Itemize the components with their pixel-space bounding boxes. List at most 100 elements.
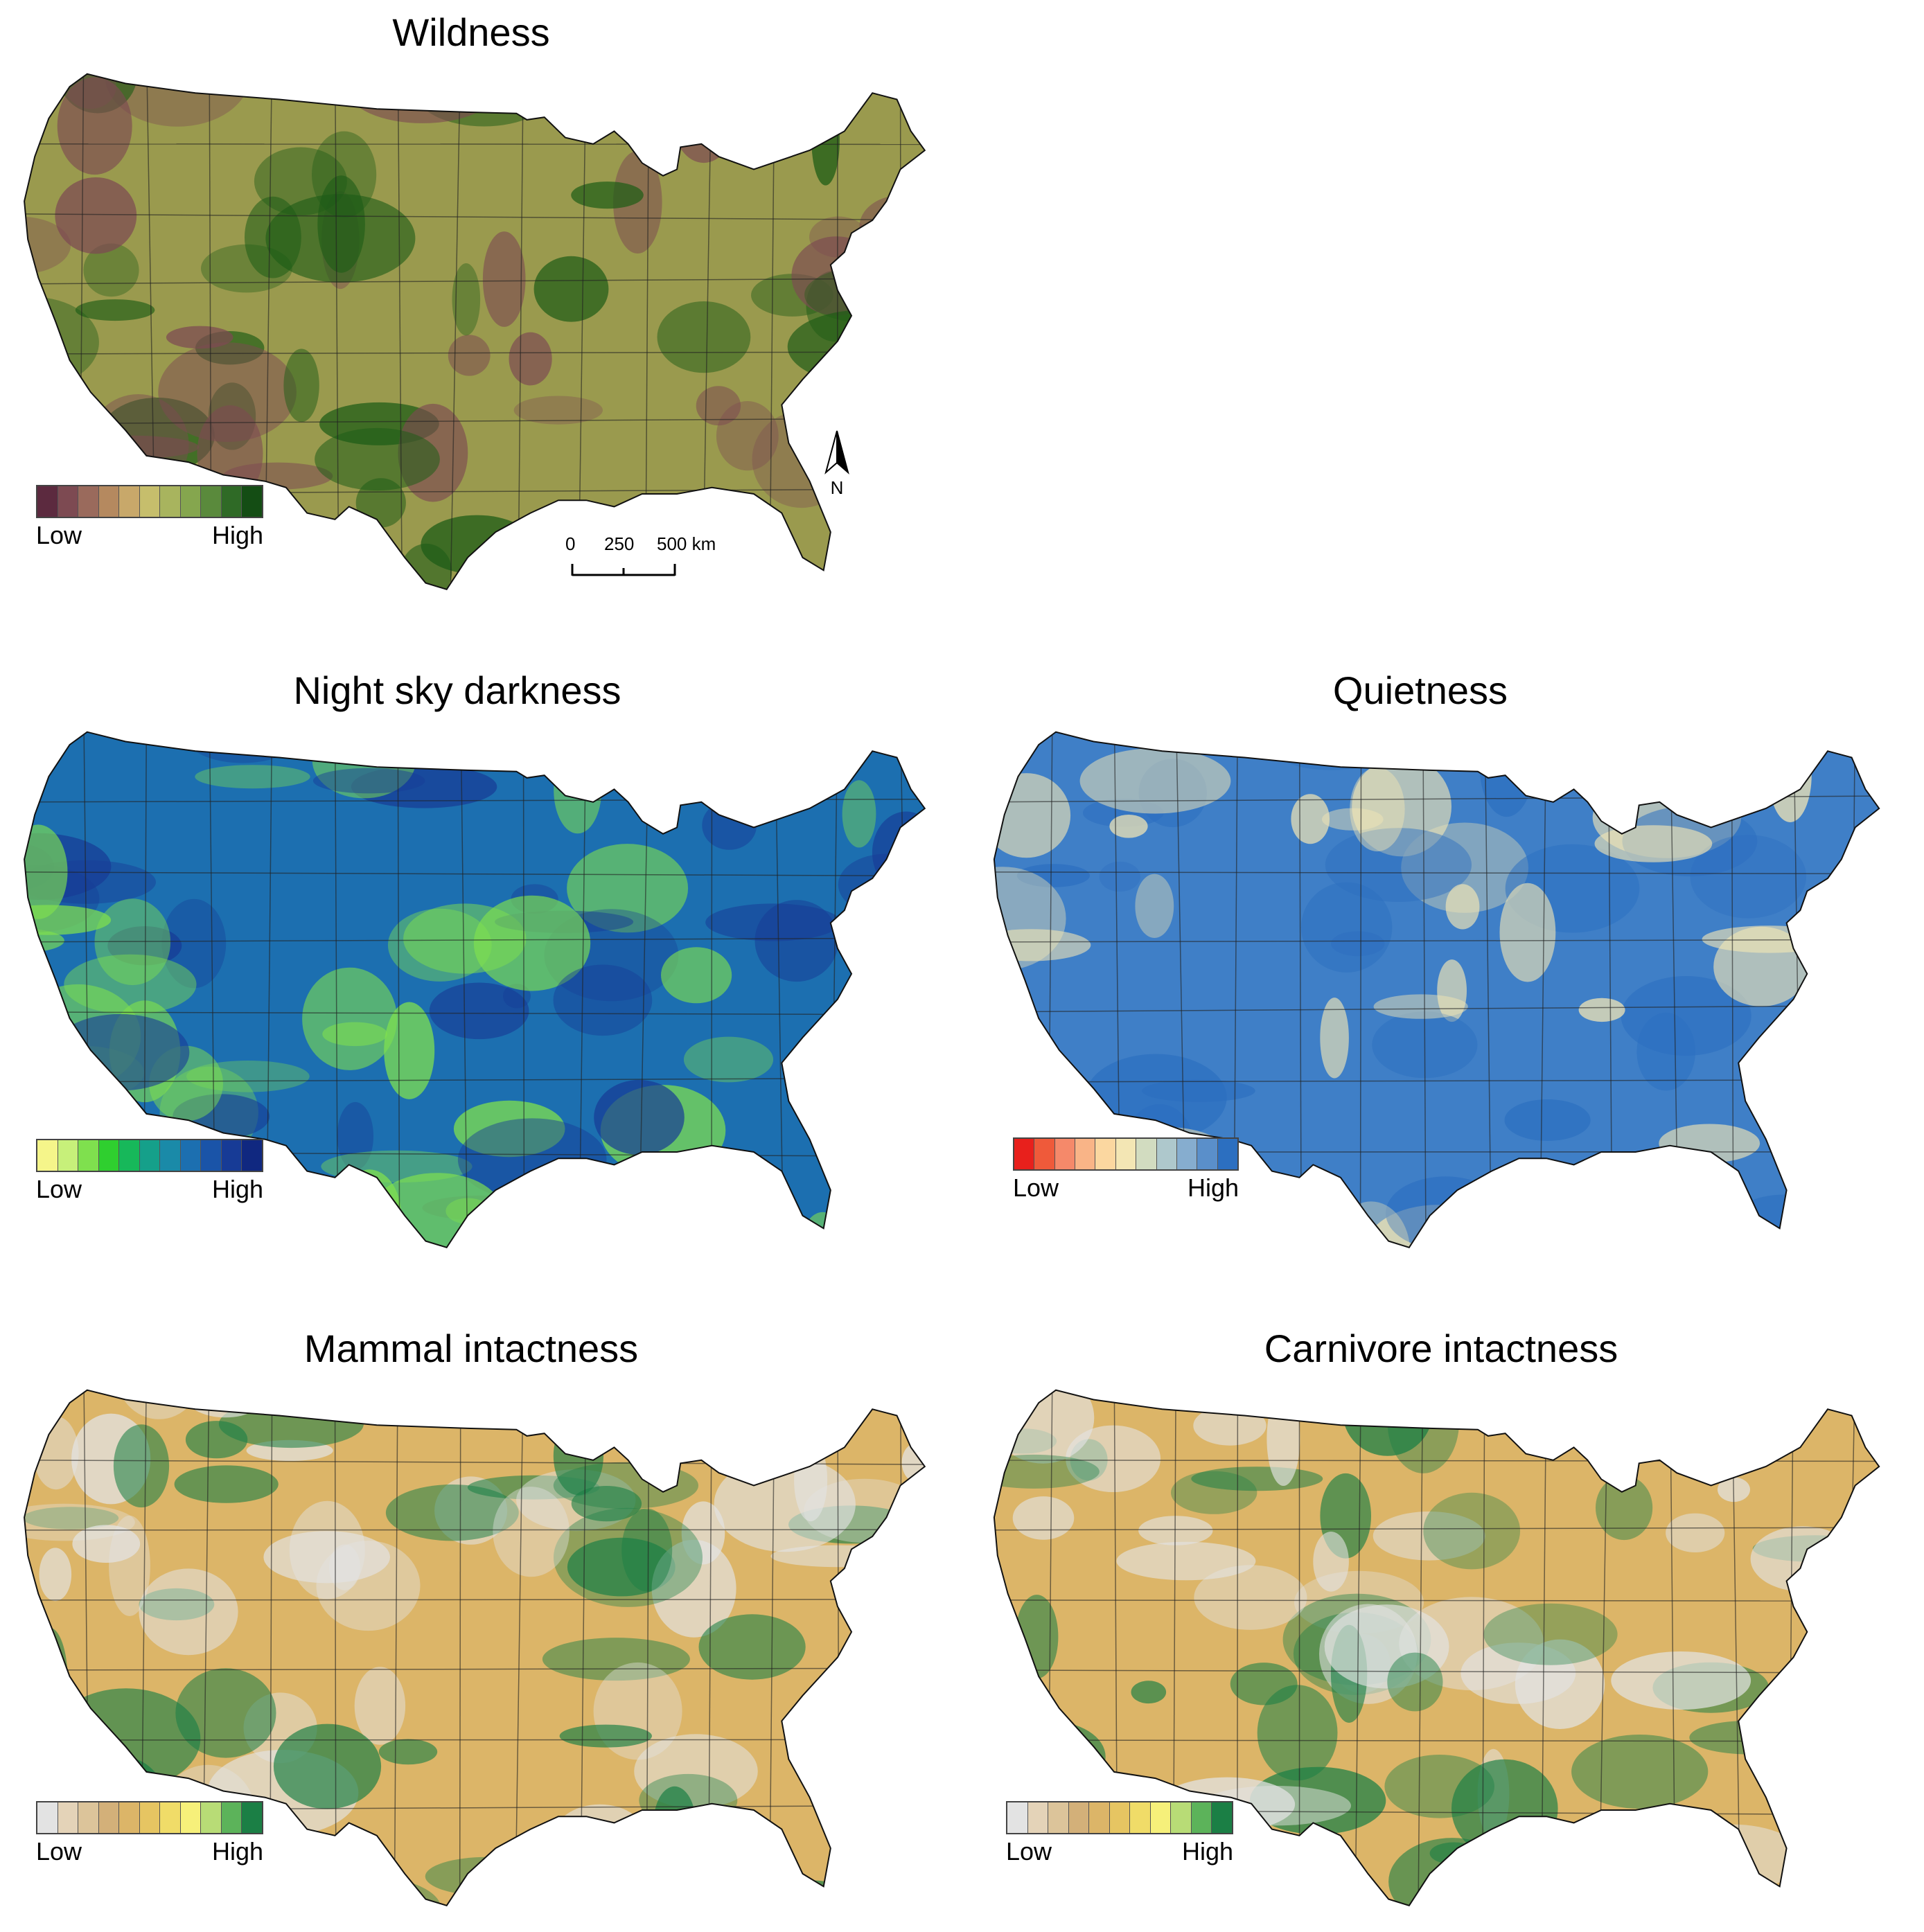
legend-swatch bbox=[1115, 1139, 1137, 1169]
scale-bar: 0 250 500 km bbox=[561, 533, 716, 582]
panel-title: Carnivore intactness bbox=[1264, 1327, 1618, 1370]
legend-swatch bbox=[201, 486, 222, 517]
legend-swatch bbox=[98, 1140, 120, 1171]
legend-swatch bbox=[58, 486, 79, 517]
legend-high-label: High bbox=[211, 521, 263, 549]
legend-swatch bbox=[1109, 1802, 1131, 1833]
panel-title: Quietness bbox=[1332, 668, 1508, 712]
usa-map bbox=[993, 1389, 1880, 1906]
legend-swatch bbox=[1197, 1139, 1218, 1169]
legend-swatch bbox=[1068, 1802, 1090, 1833]
panel-title: Night sky darkness bbox=[293, 668, 621, 712]
legend-swatch bbox=[1156, 1139, 1177, 1169]
legend-swatch bbox=[180, 486, 202, 517]
legend-swatch bbox=[1217, 1139, 1237, 1169]
legend-swatch bbox=[78, 486, 99, 517]
legend-swatch bbox=[221, 486, 242, 517]
usa-map bbox=[24, 1389, 926, 1906]
legend-swatch bbox=[119, 1140, 140, 1171]
legend-swatch bbox=[1048, 1802, 1069, 1833]
legend-high-label: High bbox=[211, 1175, 263, 1203]
legend-swatch bbox=[58, 1802, 79, 1833]
legend-swatch bbox=[1212, 1802, 1233, 1833]
legend-swatch bbox=[119, 1802, 140, 1833]
legend-swatch bbox=[160, 1802, 181, 1833]
legend-swatch bbox=[242, 486, 263, 517]
panel-night-sky: Night sky darkness Low High bbox=[0, 658, 970, 1268]
legend: Low High bbox=[1013, 1137, 1239, 1203]
legend-swatch bbox=[1150, 1802, 1172, 1833]
legend-swatch bbox=[242, 1140, 263, 1171]
legend-swatch bbox=[37, 486, 58, 517]
legend-swatch bbox=[1095, 1139, 1116, 1169]
legend-swatch bbox=[139, 1140, 161, 1171]
legend-swatch bbox=[242, 1802, 263, 1833]
legend-color-ramp bbox=[36, 485, 263, 518]
legend: Low High bbox=[36, 485, 263, 550]
usa-map bbox=[24, 73, 926, 590]
scale-tick-0: 0 bbox=[565, 533, 576, 554]
legend-swatch bbox=[1054, 1139, 1076, 1169]
legend-swatch bbox=[221, 1140, 242, 1171]
legend-low-label: Low bbox=[1006, 1837, 1052, 1865]
scale-tick-250: 250 bbox=[604, 533, 635, 554]
legend-swatch bbox=[1075, 1139, 1096, 1169]
panel-quietness: Quietness Low High bbox=[970, 658, 1924, 1268]
legend-low-label: Low bbox=[36, 1837, 82, 1865]
panel-title: Wildness bbox=[392, 10, 550, 54]
legend-color-ramp bbox=[36, 1801, 263, 1834]
legend-swatch bbox=[1014, 1139, 1035, 1169]
legend-low-label: Low bbox=[36, 521, 82, 549]
map-outline bbox=[24, 1389, 926, 1906]
usa-map bbox=[993, 731, 1880, 1248]
north-arrow-label: N bbox=[830, 477, 844, 498]
scale-tick-500: 500 km bbox=[657, 533, 716, 554]
legend-swatch bbox=[160, 486, 181, 517]
legend-swatch bbox=[180, 1140, 202, 1171]
legend-color-ramp bbox=[1006, 1801, 1233, 1834]
map-outline bbox=[993, 731, 1880, 1248]
legend: Low High bbox=[36, 1801, 263, 1866]
legend-swatch bbox=[37, 1140, 58, 1171]
legend-color-ramp bbox=[1013, 1137, 1239, 1171]
legend-high-label: High bbox=[1181, 1837, 1233, 1865]
legend-swatch bbox=[58, 1140, 79, 1171]
legend-swatch bbox=[1130, 1802, 1151, 1833]
legend-low-label: Low bbox=[36, 1175, 82, 1203]
legend-swatch bbox=[1171, 1802, 1192, 1833]
legend-swatch bbox=[201, 1802, 222, 1833]
legend-swatch bbox=[160, 1140, 181, 1171]
panel-mammal: Mammal intactness Low High bbox=[0, 1316, 970, 1932]
legend-high-label: High bbox=[211, 1837, 263, 1865]
legend-swatch bbox=[1191, 1802, 1212, 1833]
legend-swatch bbox=[1136, 1139, 1157, 1169]
legend-swatch bbox=[180, 1802, 202, 1833]
panel-wildness: Wildness Low High 0 250 500 km N bbox=[0, 0, 970, 610]
map-outline bbox=[24, 731, 926, 1248]
legend-swatch bbox=[1007, 1802, 1028, 1833]
legend-swatch bbox=[221, 1802, 242, 1833]
legend-swatch bbox=[98, 486, 120, 517]
legend-swatch bbox=[119, 486, 140, 517]
legend-swatch bbox=[37, 1802, 58, 1833]
panel-carnivore: Carnivore intactness Low High bbox=[970, 1316, 1924, 1932]
legend-swatch bbox=[1089, 1802, 1110, 1833]
legend-swatch bbox=[1176, 1139, 1198, 1169]
north-arrow-icon: N bbox=[816, 429, 858, 499]
legend-swatch bbox=[78, 1802, 99, 1833]
legend-low-label: Low bbox=[1013, 1173, 1059, 1202]
legend-color-ramp bbox=[36, 1139, 263, 1172]
legend: Low High bbox=[1006, 1801, 1233, 1866]
legend-swatch bbox=[1027, 1802, 1049, 1833]
legend-swatch bbox=[139, 486, 161, 517]
panel-title: Mammal intactness bbox=[303, 1327, 639, 1370]
legend-swatch bbox=[98, 1802, 120, 1833]
legend-high-label: High bbox=[1187, 1173, 1239, 1202]
legend: Low High bbox=[36, 1139, 263, 1204]
map-outline bbox=[993, 1389, 1880, 1906]
usa-map bbox=[24, 731, 926, 1248]
legend-swatch bbox=[78, 1140, 99, 1171]
legend-swatch bbox=[139, 1802, 161, 1833]
map-outline bbox=[24, 73, 926, 590]
legend-swatch bbox=[201, 1140, 222, 1171]
